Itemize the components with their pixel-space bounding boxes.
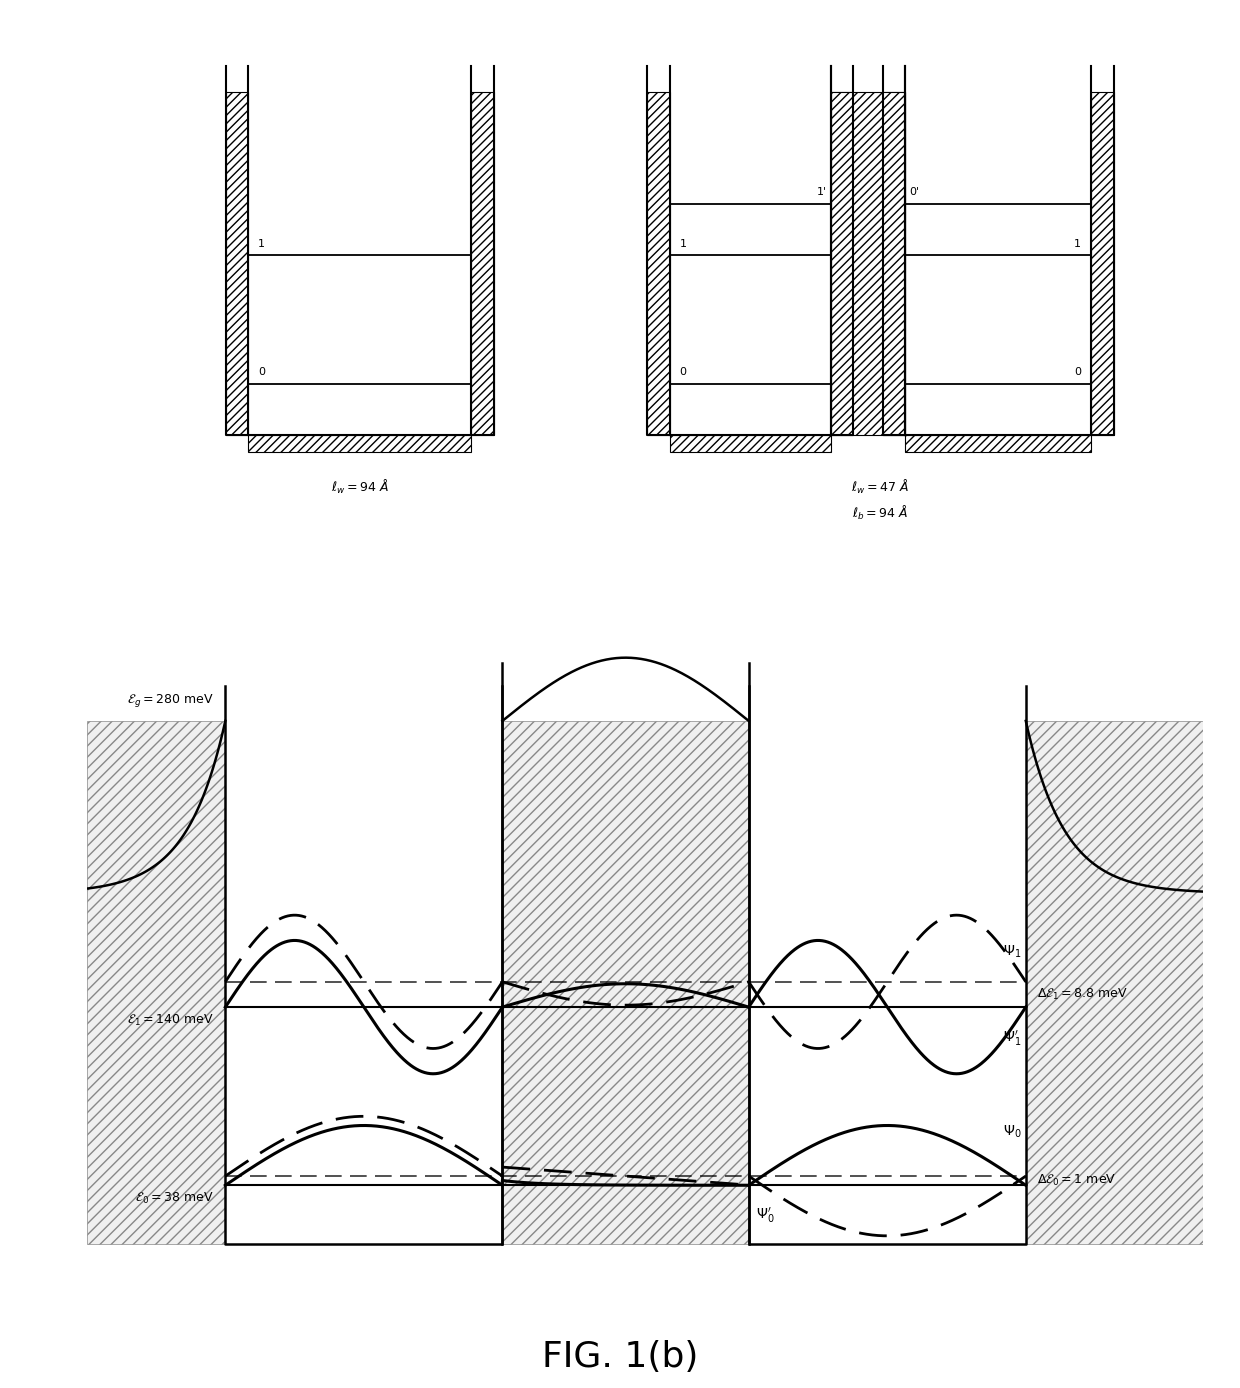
Text: 0: 0 [680, 368, 687, 378]
Bar [1091, 92, 1114, 434]
Bar [831, 92, 853, 434]
Bar [1025, 720, 1203, 1244]
Text: $\ell_w = 94\ \AA$: $\ell_w = 94\ \AA$ [331, 477, 388, 496]
Bar [87, 720, 226, 1244]
Text: $\mathcal{E}_1 = 140\ \mathrm{meV}$: $\mathcal{E}_1 = 140\ \mathrm{meV}$ [128, 1013, 213, 1029]
Bar [831, 92, 905, 434]
Text: $\Psi_1$: $\Psi_1$ [1003, 944, 1021, 960]
Text: $\ell_b = 94\ \AA$: $\ell_b = 94\ \AA$ [852, 504, 909, 522]
Text: $\Psi_1'$: $\Psi_1'$ [1003, 1029, 1021, 1048]
Text: FIG. 1(b): FIG. 1(b) [542, 1341, 698, 1374]
Bar [471, 92, 494, 434]
Text: 1: 1 [680, 239, 687, 248]
Bar [502, 720, 749, 1244]
Bar [248, 434, 471, 452]
Text: $\Delta\mathcal{E}_1 = 8.8\ \mathrm{meV}$: $\Delta\mathcal{E}_1 = 8.8\ \mathrm{meV}… [1038, 987, 1128, 1002]
Text: 1: 1 [258, 239, 265, 248]
Text: 0': 0' [909, 187, 919, 197]
Bar [647, 92, 670, 434]
Text: 1: 1 [1074, 239, 1081, 248]
Text: $\Delta\mathcal{E}_0 = 1\ \mathrm{meV}$: $\Delta\mathcal{E}_0 = 1\ \mathrm{meV}$ [1038, 1173, 1116, 1188]
Bar [670, 434, 831, 452]
Text: 1': 1' [817, 187, 827, 197]
Bar [905, 434, 1091, 452]
Text: $\mathcal{E}_0 = 38\ \mathrm{meV}$: $\mathcal{E}_0 = 38\ \mathrm{meV}$ [135, 1191, 213, 1206]
Text: $\Psi_0'$: $\Psi_0'$ [756, 1206, 775, 1226]
Bar [226, 92, 248, 434]
Bar [883, 92, 905, 434]
Text: $\Psi_0$: $\Psi_0$ [1003, 1124, 1022, 1141]
Text: $\ell_w = 47\ \AA$: $\ell_w = 47\ \AA$ [852, 477, 909, 496]
Text: 0: 0 [258, 368, 265, 378]
Text: 0: 0 [1074, 368, 1081, 378]
Text: $\mathcal{E}_g = 280\ \mathrm{meV}$: $\mathcal{E}_g = 280\ \mathrm{meV}$ [128, 693, 213, 709]
